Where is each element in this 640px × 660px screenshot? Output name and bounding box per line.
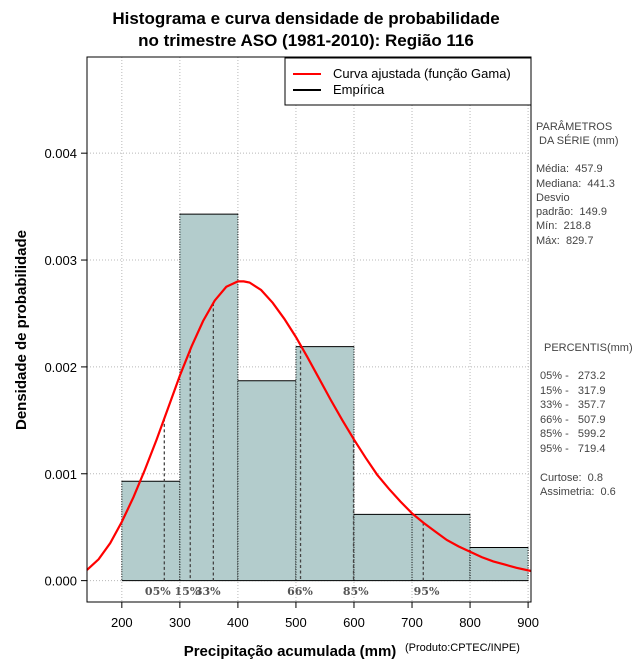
percentil-85: 85% - 599.2	[540, 428, 605, 440]
histogram-bar	[179, 214, 238, 581]
x-tick-label: 600	[343, 615, 365, 630]
percentile-label: 66%	[287, 585, 313, 598]
curtose: Curtose: 0.8	[540, 472, 603, 484]
credit-text: (Produto:CPTEC/INPE)	[405, 642, 520, 654]
x-axis-title: Precipitação acumulada (mm)	[184, 643, 397, 660]
percentil-05: 05% - 273.2	[540, 370, 605, 382]
x-tick-label: 900	[517, 615, 539, 630]
legend-box	[284, 57, 532, 106]
y-tick-label: 0.001	[44, 467, 77, 482]
histogram-bars	[121, 213, 529, 582]
histogram-bar	[121, 481, 180, 581]
y-tick-label: 0.002	[44, 360, 77, 375]
fitted-gamma-curve	[86, 280, 532, 573]
x-tick-label: 500	[285, 615, 307, 630]
param-media: Média: 457.9	[536, 163, 603, 175]
percentile-markers: 05% 15%33% 66% 85% 95%	[145, 302, 440, 598]
param-max: Máx: 829.7	[536, 235, 593, 247]
chart-title-line2: no trimestre ASO (1981-2010): Região 116	[138, 31, 474, 50]
x-tick-label: 300	[169, 615, 191, 630]
params-title-1: PARÂMETROS	[536, 120, 612, 133]
y-tick-label: 0.003	[44, 253, 77, 268]
x-tick-label: 700	[401, 615, 423, 630]
percentile-label: 95%	[414, 585, 440, 598]
percentis-title: PERCENTIS(mm)	[544, 342, 633, 354]
y-tick-label: 0.000	[44, 574, 77, 589]
side-panel: PARÂMETROS DA SÉRIE (mm) Média: 457.9 Me…	[536, 120, 633, 498]
histogram-bar	[237, 380, 296, 581]
axes: 200 300 400 500 600 700 800 900 0.000 0.001 0.002 0…	[44, 146, 538, 630]
chart-title-line1: Histograma e curva densidade de probabil…	[112, 9, 499, 28]
percentile-label: 33%	[195, 585, 221, 598]
param-desvio-2: padrão: 149.9	[536, 206, 607, 218]
param-min: Mín: 218.8	[536, 220, 591, 232]
percentile-label: 15%	[175, 585, 201, 598]
legend: Curva ajustada (função Gama) Empírica	[284, 57, 532, 106]
y-axis-title: Densidade de probabilidade	[13, 230, 30, 430]
histogram-bar	[295, 346, 354, 581]
assimetria: Assimetria: 0.6	[540, 486, 616, 498]
param-mediana: Mediana: 441.3	[536, 178, 615, 190]
param-desvio-1: Desvio	[536, 192, 570, 204]
legend-label-empirical: Empírica	[333, 82, 385, 97]
percentil-33: 33% - 357.7	[540, 399, 605, 411]
percentil-66: 66% - 507.9	[540, 414, 605, 426]
x-tick-label: 200	[111, 615, 133, 630]
percentile-label: 85%	[343, 585, 369, 598]
percentil-15: 15% - 317.9	[540, 385, 605, 397]
legend-label-fitted: Curva ajustada (função Gama)	[333, 66, 511, 81]
x-tick-label: 800	[459, 615, 481, 630]
params-title-2: DA SÉRIE (mm)	[536, 134, 619, 147]
plot-frame	[86, 56, 532, 603]
y-tick-label: 0.004	[44, 146, 77, 161]
percentil-95: 95% - 719.4	[540, 443, 605, 455]
percentile-label: 05%	[145, 585, 171, 598]
x-tick-label: 400	[227, 615, 249, 630]
grid	[87, 57, 531, 602]
